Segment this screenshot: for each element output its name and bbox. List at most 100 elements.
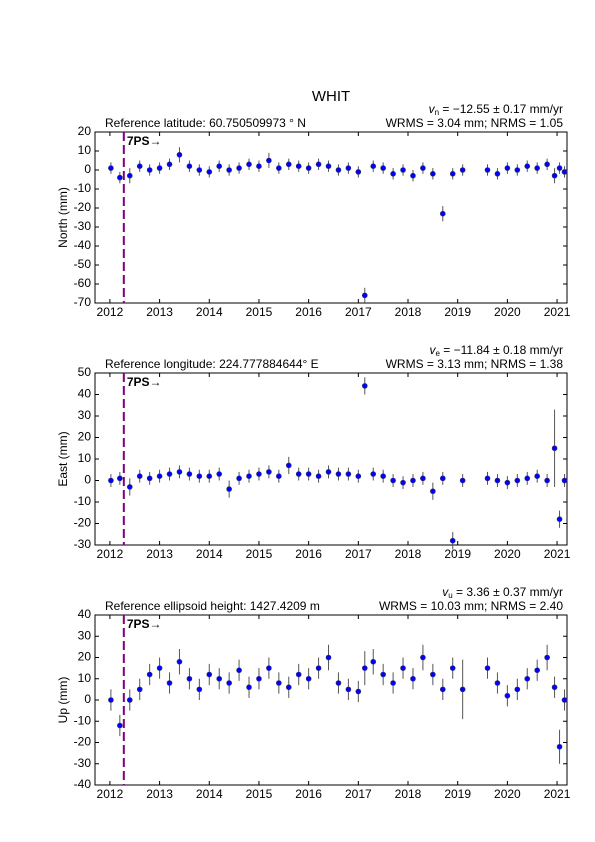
x-tick-label: 2015 — [246, 305, 273, 319]
data-point — [420, 654, 426, 661]
data-point — [504, 165, 511, 171]
data-point — [226, 486, 232, 492]
data-point — [534, 667, 540, 674]
data-point — [430, 671, 436, 678]
data-point — [266, 157, 272, 164]
x-tick-label: 2016 — [295, 305, 322, 319]
data-point — [524, 675, 531, 682]
data-point — [544, 654, 550, 661]
data-point — [216, 163, 223, 169]
data-point — [108, 477, 114, 484]
x-tick-label: 2017 — [345, 787, 372, 801]
data-point — [276, 680, 282, 686]
data-point — [236, 165, 242, 171]
y-tick-label: -10 — [74, 494, 92, 508]
x-tick-label: 2014 — [196, 787, 223, 801]
data-point — [524, 475, 531, 482]
data-point — [335, 680, 342, 686]
y-axis-label: North (mm) — [56, 187, 70, 248]
data-point — [226, 680, 232, 686]
data-point — [410, 172, 416, 179]
data-point — [534, 473, 540, 480]
data-point — [355, 688, 362, 695]
data-point — [315, 473, 322, 480]
data-point — [108, 697, 114, 703]
data-point — [256, 675, 262, 682]
data-point — [544, 161, 550, 168]
velocity-symbol: v — [429, 343, 436, 357]
data-point — [410, 477, 416, 484]
y-tick-label: -40 — [74, 777, 92, 791]
y-tick-label: 20 — [78, 650, 92, 664]
data-point — [186, 471, 193, 477]
data-point — [514, 686, 521, 693]
data-point — [196, 473, 203, 480]
data-point — [355, 169, 362, 175]
x-tick-label: 2012 — [97, 305, 124, 319]
data-point — [361, 665, 368, 671]
data-point — [276, 165, 282, 171]
x-tick-label: 2017 — [345, 547, 372, 561]
data-point — [345, 165, 352, 171]
data-point — [266, 469, 272, 475]
y-tick-label: 30 — [78, 408, 92, 422]
y-tick-label: -60 — [74, 276, 92, 290]
y-tick-label: -70 — [74, 295, 92, 309]
data-point — [126, 697, 133, 703]
data-point — [361, 383, 368, 389]
x-tick-label: 2017 — [345, 305, 372, 319]
data-point — [315, 665, 322, 671]
data-point — [126, 484, 133, 490]
data-point — [146, 475, 153, 482]
data-point — [206, 473, 213, 480]
x-tick-label: 2014 — [196, 305, 223, 319]
data-point — [449, 171, 456, 177]
data-point — [561, 477, 568, 484]
data-point — [459, 686, 466, 693]
x-tick-label: 2020 — [494, 787, 521, 801]
data-point — [524, 163, 531, 169]
x-tick-label: 2020 — [494, 305, 521, 319]
velocity-text: = 3.36 ± 0.37 mm/yr — [453, 585, 563, 599]
data-point — [146, 671, 153, 678]
data-point — [285, 161, 292, 168]
data-point — [196, 686, 203, 693]
data-point — [236, 475, 242, 482]
y-tick-label: 0 — [84, 162, 91, 176]
data-point — [556, 165, 563, 171]
data-point — [400, 665, 406, 671]
x-tick-label: 2018 — [395, 547, 422, 561]
y-tick-label: -20 — [74, 735, 92, 749]
x-tick-label: 2018 — [395, 787, 422, 801]
data-point — [420, 165, 426, 171]
data-point — [335, 471, 342, 477]
data-point — [196, 167, 203, 173]
data-point — [561, 169, 568, 175]
y-tick-label: -10 — [74, 713, 92, 727]
velocity-symbol: v — [442, 585, 449, 599]
plot-frame — [94, 372, 568, 546]
data-point — [390, 680, 396, 686]
data-point — [246, 473, 252, 480]
data-point — [551, 684, 558, 691]
event-label: 7PS→ — [127, 617, 162, 631]
y-tick-label: 0 — [84, 692, 91, 706]
data-point — [544, 477, 550, 484]
velocity-text: = −11.84 ± 0.18 mm/yr — [440, 343, 563, 357]
x-tick-label: 2020 — [494, 547, 521, 561]
data-point — [136, 686, 143, 693]
data-point — [325, 163, 332, 169]
reference-label: Reference longitude: 224.777884644° E — [105, 357, 319, 371]
data-point — [370, 471, 377, 477]
y-tick-label: 20 — [78, 430, 92, 444]
data-point — [176, 152, 183, 158]
data-point — [459, 167, 466, 173]
data-point — [146, 167, 153, 173]
chart-title: WHIT — [312, 88, 350, 105]
velocity-label: ve = −11.84 ± 0.18 mm/yr — [429, 343, 563, 358]
data-point — [325, 469, 332, 475]
data-point — [380, 671, 386, 678]
reference-label: Reference ellipsoid height: 1427.4209 m — [105, 599, 320, 613]
velocity-subscript: e — [435, 349, 440, 358]
data-point — [459, 477, 466, 484]
